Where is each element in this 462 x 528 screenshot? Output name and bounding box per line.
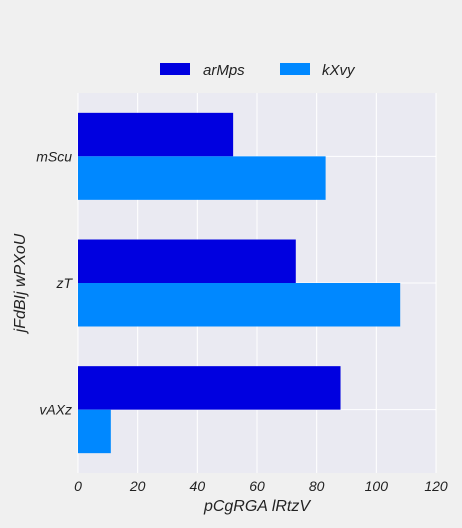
y-tick-label: vAXz — [39, 402, 72, 418]
bars — [78, 112, 401, 454]
legend-swatch-series-1 — [160, 63, 190, 75]
y-axis-label: jFdBIj wPXoU — [12, 233, 29, 334]
bar-series-1-zT — [78, 239, 296, 283]
legend: arMps kXvy — [160, 62, 356, 79]
x-axis-label: pCgRGA lRtzV — [203, 498, 311, 515]
x-tick-label: 80 — [309, 478, 325, 494]
bar-series-2-mScu — [78, 156, 326, 200]
x-tick-label: 100 — [365, 478, 389, 494]
legend-swatch-series-2 — [280, 63, 310, 75]
x-tick-labels: 0 20 40 60 80 100 120 — [74, 478, 448, 494]
bar-series-1-vAXz — [78, 366, 341, 410]
bar-series-1-mScu — [78, 112, 234, 157]
legend-label-series-2: kXvy — [322, 62, 356, 79]
bar-series-2-vAXz — [78, 409, 111, 454]
bar-series-2-zT — [78, 283, 401, 327]
y-tick-label: zT — [55, 275, 73, 291]
x-tick-label: 60 — [249, 478, 265, 494]
y-tick-labels: mScu zT vAXz — [36, 148, 73, 417]
y-tick-label: mScu — [36, 148, 72, 164]
x-tick-label: 40 — [190, 478, 206, 494]
x-tick-label: 0 — [74, 478, 82, 494]
x-tick-label: 20 — [129, 478, 146, 494]
legend-label-series-1: arMps — [203, 62, 245, 79]
x-tick-label: 120 — [424, 478, 448, 494]
